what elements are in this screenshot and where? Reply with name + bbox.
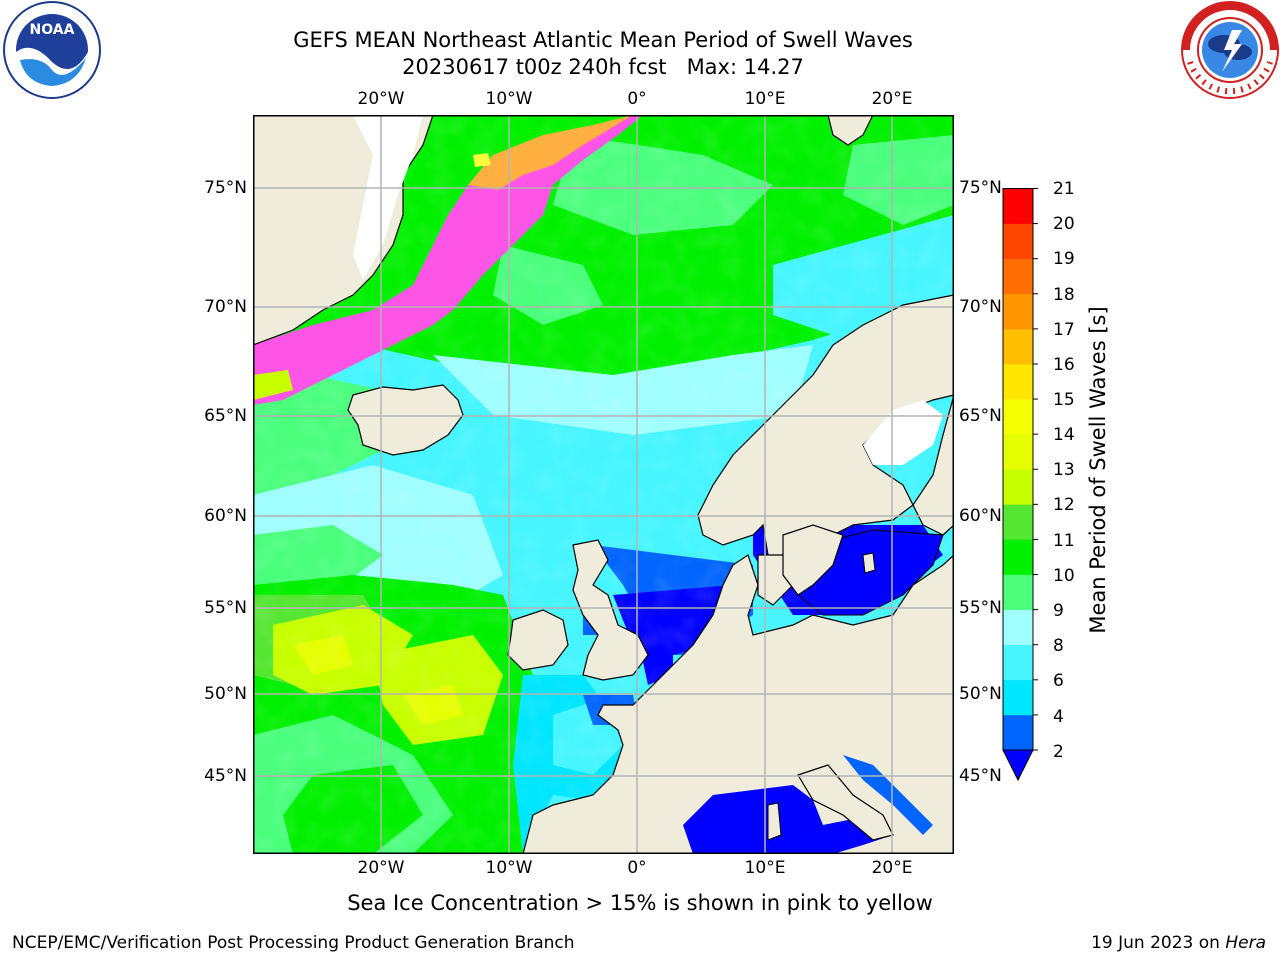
land-scandinavia xyxy=(697,294,954,566)
land-great-britain xyxy=(572,539,649,681)
colorbar-band xyxy=(1003,714,1033,751)
lat-label-right: 55°N xyxy=(959,598,1002,618)
colorbar-band xyxy=(1003,363,1033,400)
lat-label-right: 65°N xyxy=(959,406,1002,426)
noaa-logo-text: NOAA xyxy=(30,22,75,38)
colorbar-band xyxy=(1003,574,1033,610)
land-greenland-icecap xyxy=(353,115,423,280)
lon-label-top: 0° xyxy=(627,89,647,109)
lat-label-left: 45°N xyxy=(204,766,247,786)
lon-label-top: 20°W xyxy=(357,89,405,109)
colorbar-tick-label: 12 xyxy=(1053,495,1075,515)
land-svalbard xyxy=(827,115,874,146)
land-sweden-south xyxy=(782,524,844,596)
sea-ice-yellowgreen-edge xyxy=(253,370,293,400)
lat-label-left: 65°N xyxy=(204,406,247,426)
land-ireland xyxy=(507,609,569,671)
colorbar-tick-label: 21 xyxy=(1053,179,1075,199)
lon-label-top: 10°W xyxy=(485,89,533,109)
lat-label-right: 60°N xyxy=(959,506,1002,526)
colorbar-band xyxy=(1003,399,1033,435)
lat-label-left: 75°N xyxy=(204,178,247,198)
lat-label-right: 75°N xyxy=(959,178,1002,198)
field-mediterranean-basin xyxy=(683,785,893,854)
graticule xyxy=(253,115,954,854)
colorbar-tick-label: 9 xyxy=(1053,601,1064,621)
lon-label-bottom: 0° xyxy=(627,858,647,878)
footer-date-text: 19 Jun 2023 on xyxy=(1091,933,1226,953)
field-adriatic xyxy=(843,755,933,835)
colorbar-tick-label: 17 xyxy=(1053,320,1075,340)
lon-label-bottom: 10°W xyxy=(485,858,533,878)
land-iceland xyxy=(347,384,464,456)
noaa-logo-icon: NOAA xyxy=(3,1,101,99)
footer-credit: NCEP/EMC/Verification Post Processing Pr… xyxy=(12,933,575,953)
colorbar-band xyxy=(1003,469,1033,505)
colorbar-title: Mean Period of Swell Waves [s] xyxy=(1086,306,1110,634)
lon-label-bottom: 10°E xyxy=(744,858,786,878)
land-sardinia xyxy=(767,802,782,841)
colorbar-tick-label: 15 xyxy=(1053,390,1075,410)
lat-label-right: 50°N xyxy=(959,684,1002,704)
chart-subtitle: 20230617 t00z 240h fcst Max: 14.27 xyxy=(402,55,804,79)
colorbar-band xyxy=(1003,539,1033,575)
colorbar-band xyxy=(1003,609,1033,646)
land-finland xyxy=(912,394,954,536)
colorbar-tick-label: 13 xyxy=(1053,460,1075,480)
nws-logo-icon xyxy=(1181,1,1279,99)
colorbar-band xyxy=(1003,293,1033,330)
land-italy xyxy=(797,764,894,841)
colorbar-band xyxy=(1003,644,1033,681)
colorbar-band xyxy=(1003,328,1033,365)
map-frame xyxy=(253,115,954,854)
sea-ice-note: Sea Ice Concentration > 15% is shown in … xyxy=(347,891,933,915)
land-continental-europe xyxy=(522,554,954,854)
chart-title: GEFS MEAN Northeast Atlantic Mean Period… xyxy=(293,28,913,52)
colorbar-band xyxy=(1003,504,1033,540)
colorbar-tick-label: 4 xyxy=(1053,707,1064,727)
colorbar-tick-label: 20 xyxy=(1053,214,1075,234)
colorbar xyxy=(1002,188,1038,782)
lat-label-left: 70°N xyxy=(204,297,247,317)
colorbar-band xyxy=(1003,679,1033,716)
lon-label-bottom: 20°W xyxy=(357,858,405,878)
colorbar-band xyxy=(1003,258,1033,295)
colorbar-tick-label: 2 xyxy=(1053,742,1064,762)
colorbar-tick-label: 8 xyxy=(1053,636,1064,656)
colorbar-tick-label: 10 xyxy=(1053,566,1075,586)
lat-label-right: 70°N xyxy=(959,297,1002,317)
colorbar-tick-label: 6 xyxy=(1053,671,1064,691)
colorbar-tick-label: 19 xyxy=(1053,249,1075,269)
colorbar-band xyxy=(1003,434,1033,470)
lon-label-top: 20°E xyxy=(871,89,913,109)
footer-host: Hera xyxy=(1225,933,1266,953)
colorbar-tick-label: 14 xyxy=(1053,425,1075,445)
colorbar-tick-label: 18 xyxy=(1053,285,1075,305)
lat-label-left: 55°N xyxy=(204,598,247,618)
colorbar-tick-label: 11 xyxy=(1053,531,1075,551)
land-gotland xyxy=(862,552,876,574)
colorbar-band xyxy=(1003,223,1033,259)
colorbar-band xyxy=(1003,188,1033,224)
lat-label-left: 50°N xyxy=(204,684,247,704)
lon-label-top: 10°E xyxy=(744,89,786,109)
swell-period-map xyxy=(253,115,954,854)
sea-ice-yellow xyxy=(473,153,491,167)
lon-label-bottom: 20°E xyxy=(871,858,913,878)
lat-label-left: 60°N xyxy=(204,506,247,526)
colorbar-tick-label: 16 xyxy=(1053,355,1075,375)
lat-label-right: 45°N xyxy=(959,766,1002,786)
colorbar-under-arrow xyxy=(1002,749,1034,782)
footer-date: 19 Jun 2023 on Hera xyxy=(1091,933,1266,953)
